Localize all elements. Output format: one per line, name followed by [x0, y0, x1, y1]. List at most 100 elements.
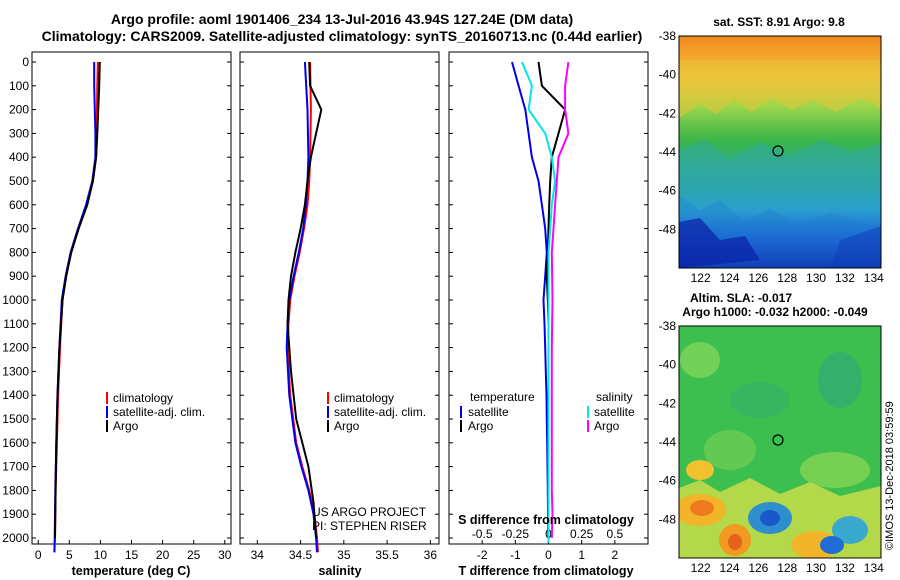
x-tick-label: 30 — [218, 548, 232, 562]
x-top-tick-label: -0.5 — [472, 527, 493, 541]
map-y-tick-label: -48 — [659, 222, 677, 236]
y-tick-label: 800 — [9, 245, 29, 259]
map-x-tick-label: 126 — [748, 271, 768, 285]
legend-s-satellite-label: satellite — [594, 405, 635, 419]
map-y-tick-label: -44 — [659, 435, 677, 449]
figure-title-line1: Argo profile: aoml 1901406_234 13-Jul-20… — [111, 11, 573, 27]
salinity-legend: climatology satellite-adj. clim. Argo — [327, 391, 426, 433]
map-y-tick-label: -38 — [659, 29, 677, 43]
y-tick-label: 300 — [9, 126, 29, 140]
sst-map-image — [679, 36, 881, 268]
map-x-tick-label: 128 — [777, 271, 797, 285]
x-tick-label: 0 — [35, 548, 42, 562]
series-line-temperature-satellite — [511, 61, 550, 539]
sla-argo-marker — [772, 434, 784, 446]
y-tick-label: 1400 — [2, 388, 29, 402]
x-top-tick-label: 0.5 — [606, 527, 623, 541]
sst-map-frame — [678, 35, 882, 269]
difference-legend: temperature satellite Argo salinity sate… — [460, 390, 635, 433]
legend-temperature-title: temperature — [470, 390, 535, 404]
temperature-xlabel: temperature (deg C) — [72, 564, 191, 578]
y-tick-label: 1800 — [2, 483, 29, 497]
legend-argo-label: Argo — [113, 419, 139, 433]
legend-salinity-title: salinity — [596, 390, 633, 404]
sla-map-image — [679, 326, 881, 558]
series-line-salinity-satellite — [521, 61, 557, 543]
y-tick-label: 1200 — [2, 341, 29, 355]
x-tick-label: 35 — [337, 548, 351, 562]
sst-argo-marker — [772, 145, 784, 157]
difference-xlabel: T difference from climatology — [458, 564, 633, 578]
x-tick-label: -2 — [477, 548, 488, 562]
x-tick-label: 34.5 — [289, 548, 313, 562]
y-tick-label: 1600 — [2, 436, 29, 450]
legend-satellite-label: satellite-adj. clim. — [113, 405, 205, 419]
x-tick-label: -1 — [510, 548, 521, 562]
map-x-tick-label: 126 — [748, 561, 768, 575]
y-tick-label: 1000 — [2, 293, 29, 307]
salinity-panel-frame — [239, 51, 440, 545]
map-y-tick-label: -46 — [659, 474, 677, 488]
y-tick-label: 2000 — [2, 531, 29, 545]
legend-s-argo-label: Argo — [594, 419, 620, 433]
x-top-tick-label: 0.25 — [570, 527, 594, 541]
series-line-argo — [286, 61, 323, 539]
y-tick-label: 1100 — [3, 317, 29, 331]
y-tick-label: 400 — [9, 150, 29, 164]
map-y-tick-label: -40 — [659, 358, 677, 372]
profile-lines-layer — [53, 61, 570, 553]
x-tick-label: 5 — [66, 548, 73, 562]
salinity-xlabel: salinity — [318, 564, 361, 578]
x-tick-label: 25 — [187, 548, 201, 562]
x-tick-label: 15 — [125, 548, 139, 562]
map-y-tick-label: -40 — [659, 68, 677, 82]
y-tick-label: 1500 — [2, 412, 29, 426]
map-x-tick-label: 132 — [835, 561, 855, 575]
legend-t-satellite-label: satellite — [468, 405, 509, 419]
figure-title-line2: Climatology: CARS2009. Satellite-adjuste… — [42, 28, 643, 44]
map-x-tick-label: 122 — [691, 561, 711, 575]
x-tick-label: 36 — [424, 548, 438, 562]
series-line-salinity-argo — [550, 61, 570, 539]
map-y-tick-label: -42 — [659, 396, 677, 410]
project-name: US ARGO PROJECT — [312, 505, 427, 519]
axis-ticks-layer: 0 5 10 15 20 25 300100200300400500600700800900… — [2, 29, 884, 575]
temperature-legend: climatology satellite-adj. clim. Argo — [106, 391, 205, 433]
x-tick-label: 34 — [251, 548, 265, 562]
x-tick-label: 1 — [578, 548, 585, 562]
series-line-argo — [54, 61, 101, 539]
y-tick-label: 1300 — [2, 364, 29, 378]
map-y-tick-label: -48 — [659, 512, 677, 526]
map-x-tick-label: 134 — [864, 271, 884, 285]
map-x-tick-label: 130 — [806, 561, 826, 575]
sla-map-title-2: Argo h1000: -0.032 h2000: -0.049 — [682, 305, 868, 319]
x-tick-label: 20 — [156, 548, 170, 562]
y-tick-label: 700 — [9, 222, 29, 236]
map-y-tick-label: -42 — [659, 106, 677, 120]
y-tick-label: 1700 — [2, 460, 29, 474]
y-tick-label: 100 — [9, 79, 29, 93]
x-tick-label: 2 — [611, 548, 618, 562]
map-y-tick-label: -44 — [659, 145, 677, 159]
map-x-tick-label: 132 — [835, 271, 855, 285]
y-tick-label: 600 — [9, 198, 29, 212]
x-tick-label: 0 — [545, 548, 552, 562]
series-line-satellite-adj-clim- — [53, 62, 97, 553]
y-tick-label: 900 — [9, 269, 29, 283]
y-tick-label: 1900 — [2, 507, 29, 521]
legend-argo-label: Argo — [334, 419, 360, 433]
map-x-tick-label: 124 — [719, 561, 739, 575]
y-tick-label: 200 — [9, 103, 29, 117]
project-pi: PI: STEPHEN RISER — [312, 519, 427, 533]
legend-climatology-label: climatology — [334, 391, 394, 405]
x-tick-label: 10 — [94, 548, 108, 562]
legend-t-argo-label: Argo — [468, 419, 494, 433]
difference-top-xlabel: S difference from climatology — [458, 513, 634, 527]
series-line-climatology — [286, 61, 319, 553]
y-tick-label: 0 — [22, 55, 29, 69]
x-top-tick-label: -0.25 — [502, 527, 530, 541]
sla-map-frame — [678, 325, 882, 559]
map-y-tick-label: -46 — [659, 184, 677, 198]
x-tick-label: 35.5 — [375, 548, 399, 562]
